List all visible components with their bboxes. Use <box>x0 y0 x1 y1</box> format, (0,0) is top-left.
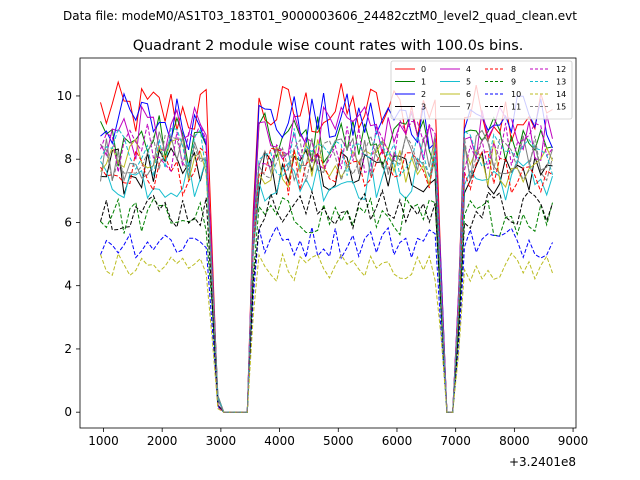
series-line-7 <box>100 129 553 413</box>
axes-frame <box>79 57 577 429</box>
legend-label-10: 10 <box>511 90 521 99</box>
series-line-15 <box>100 134 553 413</box>
y-tick-label: 8 <box>64 152 72 166</box>
legend-label-2: 2 <box>421 90 426 99</box>
series-line-11 <box>100 188 553 413</box>
x-axis: 1000 2000 3000 4000 5000 6000 7000 8000 9000 <box>88 428 588 448</box>
legend-box <box>390 60 573 120</box>
y-axis: 0 2 4 6 8 10 <box>57 89 80 419</box>
legend-label-0: 0 <box>421 65 426 74</box>
series-line-8 <box>100 147 553 413</box>
series-line-4 <box>100 104 553 413</box>
series-line-10 <box>100 225 553 413</box>
legend-label-4: 4 <box>466 65 471 74</box>
x-tick-label: 3000 <box>206 434 237 448</box>
chart-title: Quadrant 2 module wise count rates with … <box>133 38 524 54</box>
legend-label-11: 11 <box>511 103 521 112</box>
legend-label-15: 15 <box>556 103 566 112</box>
y-tick-label: 10 <box>57 89 72 103</box>
y-tick-label: 2 <box>64 342 72 356</box>
x-tick-label: 2000 <box>147 434 178 448</box>
x-tick-label: 8000 <box>499 434 530 448</box>
series-line-13 <box>100 127 553 413</box>
series-line-14 <box>100 252 553 413</box>
legend-label-3: 3 <box>421 103 426 112</box>
x-tick-label: 1000 <box>88 434 119 448</box>
x-tick-label: 9000 <box>558 434 589 448</box>
x-tick-label: 4000 <box>264 434 295 448</box>
x-axis-offset-label: +3.2401e8 <box>509 455 576 469</box>
legend-label-14: 14 <box>556 90 566 99</box>
series-line-5 <box>100 156 553 413</box>
legend-label-1: 1 <box>421 78 426 87</box>
legend-label-8: 8 <box>511 65 516 74</box>
series-line-1 <box>100 111 553 413</box>
series-line-9 <box>100 196 553 413</box>
legend-label-7: 7 <box>466 103 471 112</box>
plot-series-group <box>100 80 553 413</box>
y-tick-label: 0 <box>64 405 72 419</box>
legend-label-6: 6 <box>466 90 471 99</box>
x-tick-label: 7000 <box>440 434 471 448</box>
x-tick-label: 6000 <box>382 434 413 448</box>
legend-label-12: 12 <box>556 65 566 74</box>
legend-label-9: 9 <box>511 78 516 87</box>
legend-label-13: 13 <box>556 78 566 87</box>
legend-label-5: 5 <box>466 78 471 87</box>
y-tick-label: 4 <box>64 279 72 293</box>
y-tick-label: 6 <box>64 215 72 229</box>
x-tick-label: 5000 <box>323 434 354 448</box>
figure-suptitle: Data file: modeM0/AS1T03_183T01_90000036… <box>63 9 577 23</box>
